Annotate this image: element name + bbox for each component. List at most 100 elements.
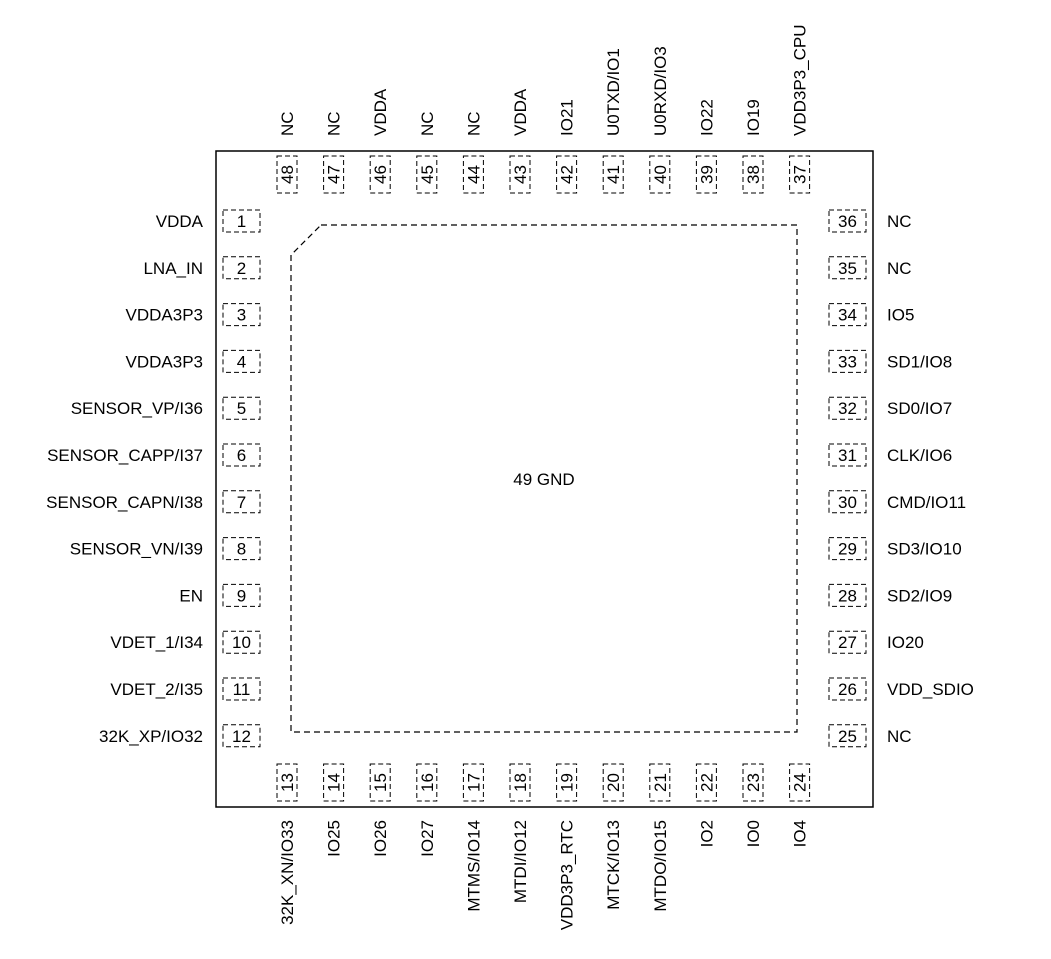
pin-37: 37 VDD3P3_CPU bbox=[789, 25, 811, 194]
pin-name: VDDA3P3 bbox=[126, 352, 203, 371]
pin-pad bbox=[509, 155, 531, 194]
pin-pad bbox=[789, 155, 811, 194]
pin-10: 10 VDET_1/I34 bbox=[110, 630, 261, 654]
pin-number: 20 bbox=[604, 773, 623, 792]
pin-number: 35 bbox=[838, 259, 857, 278]
pin-name: VDDA bbox=[371, 88, 390, 136]
pin-pad bbox=[828, 303, 867, 327]
pin-name: SD1/IO8 bbox=[887, 352, 952, 371]
pin-36: 36 NC bbox=[828, 209, 912, 233]
ground-pad-outline bbox=[290, 224, 798, 733]
pin-name: LNA_IN bbox=[143, 259, 203, 278]
pin-name: VDET_1/I34 bbox=[110, 633, 203, 652]
pin-25: 25 NC bbox=[828, 724, 912, 748]
pin-38: 38 IO19 bbox=[742, 99, 764, 194]
pin-8: 8 SENSOR_VN/I39 bbox=[70, 537, 261, 561]
pin-pad bbox=[222, 349, 261, 373]
pin-number: 26 bbox=[838, 680, 857, 699]
pin-pad bbox=[695, 763, 717, 802]
pin-name: MTDI/IO12 bbox=[511, 820, 530, 903]
pin-43: 43 VDDA bbox=[509, 88, 531, 194]
pin-name: IO4 bbox=[791, 820, 810, 847]
pin-pad bbox=[222, 630, 261, 654]
pin-name: SD2/IO9 bbox=[887, 586, 952, 605]
pin-41: 41 U0TXD/IO1 bbox=[602, 48, 624, 194]
pin-number: 6 bbox=[237, 446, 246, 465]
pin-name: SENSOR_VN/I39 bbox=[70, 540, 203, 559]
right-pin-row: 36 NC 35 NC 34 IO5 33 SD1/IO8 32 SD0/IO7 31 CLK/IO6… bbox=[828, 209, 974, 748]
pin-number: 36 bbox=[838, 212, 857, 231]
pin-name: NC bbox=[325, 111, 344, 136]
pin-number: 15 bbox=[371, 773, 390, 792]
pin-pad bbox=[602, 155, 624, 194]
pin-number: 23 bbox=[744, 773, 763, 792]
pin-number: 31 bbox=[838, 446, 857, 465]
pin-number: 18 bbox=[511, 773, 530, 792]
pin-18: 18 MTDI/IO12 bbox=[509, 763, 531, 903]
pin-name: NC bbox=[418, 111, 437, 136]
pin-34: 34 IO5 bbox=[828, 303, 914, 327]
pin-pad bbox=[222, 443, 261, 467]
pin-number: 30 bbox=[838, 493, 857, 512]
pin-30: 30 CMD/IO11 bbox=[828, 490, 966, 514]
pin-number: 21 bbox=[651, 773, 670, 792]
pin-pad bbox=[369, 763, 391, 802]
pin-46: 46 VDDA bbox=[369, 88, 391, 194]
pin-number: 17 bbox=[464, 773, 483, 792]
pin-name: VDDA3P3 bbox=[126, 306, 203, 325]
pin-name: IO22 bbox=[697, 99, 716, 136]
pin-pad bbox=[222, 490, 261, 514]
pin-5: 5 SENSOR_VP/I36 bbox=[71, 396, 261, 420]
pin-number: 47 bbox=[325, 165, 344, 184]
pin-6: 6 SENSOR_CAPP/I37 bbox=[47, 443, 261, 467]
pin-39: 39 IO22 bbox=[695, 99, 717, 194]
pin-number: 9 bbox=[237, 586, 246, 605]
pin-number: 12 bbox=[232, 727, 251, 746]
pin-9: 9 EN bbox=[179, 583, 261, 607]
pin-number: 40 bbox=[651, 165, 670, 184]
pin-pad bbox=[556, 155, 578, 194]
pin-name: SENSOR_CAPN/I38 bbox=[46, 493, 203, 512]
pin-pad bbox=[323, 155, 345, 194]
pin-24: 24 IO4 bbox=[789, 763, 811, 847]
pin-pad bbox=[828, 349, 867, 373]
pin-40: 40 U0RXD/IO3 bbox=[649, 46, 671, 194]
pin-pad bbox=[828, 256, 867, 280]
pin-name: U0TXD/IO1 bbox=[604, 48, 623, 136]
pin-pad bbox=[222, 396, 261, 420]
pin-number: 41 bbox=[604, 165, 623, 184]
pin-pad bbox=[222, 583, 261, 607]
pin-pad bbox=[369, 155, 391, 194]
pin-pad bbox=[416, 155, 438, 194]
pin-number: 7 bbox=[237, 493, 246, 512]
pin-pad bbox=[222, 256, 261, 280]
pin-name: CLK/IO6 bbox=[887, 446, 952, 465]
pin-number: 37 bbox=[791, 165, 810, 184]
pin-42: 42 IO21 bbox=[556, 99, 578, 194]
pin-pad bbox=[416, 763, 438, 802]
pin-number: 19 bbox=[558, 773, 577, 792]
pin-pad bbox=[789, 763, 811, 802]
pin-name: VDDA bbox=[156, 212, 204, 231]
pin-pad bbox=[556, 763, 578, 802]
pin-26: 26 VDD_SDIO bbox=[828, 677, 974, 701]
pin-number: 11 bbox=[233, 680, 251, 699]
pin-number: 29 bbox=[838, 540, 857, 559]
pin-1: 1 VDDA bbox=[156, 209, 261, 233]
pin-7: 7 SENSOR_CAPN/I38 bbox=[46, 490, 261, 514]
pin-number: 5 bbox=[237, 399, 246, 418]
top-pin-row: 48 NC 47 NC 46 VDDA 45 NC 44 NC 43 VDDA 42 IO21 41 U0TX… bbox=[276, 25, 811, 194]
pin-pad bbox=[828, 490, 867, 514]
pin-pad bbox=[222, 537, 261, 561]
pin-number: 34 bbox=[838, 306, 857, 325]
pin-number: 13 bbox=[278, 773, 297, 792]
pin-14: 14 IO25 bbox=[323, 763, 345, 857]
pin-19: 19 VDD3P3_RTC bbox=[556, 763, 578, 930]
pin-number: 16 bbox=[418, 773, 437, 792]
pin-name: SENSOR_CAPP/I37 bbox=[47, 446, 203, 465]
pin-23: 23 IO0 bbox=[742, 763, 764, 847]
pin-47: 47 NC bbox=[323, 111, 345, 194]
pin-22: 22 IO2 bbox=[695, 763, 717, 847]
pin-number: 8 bbox=[237, 540, 246, 559]
